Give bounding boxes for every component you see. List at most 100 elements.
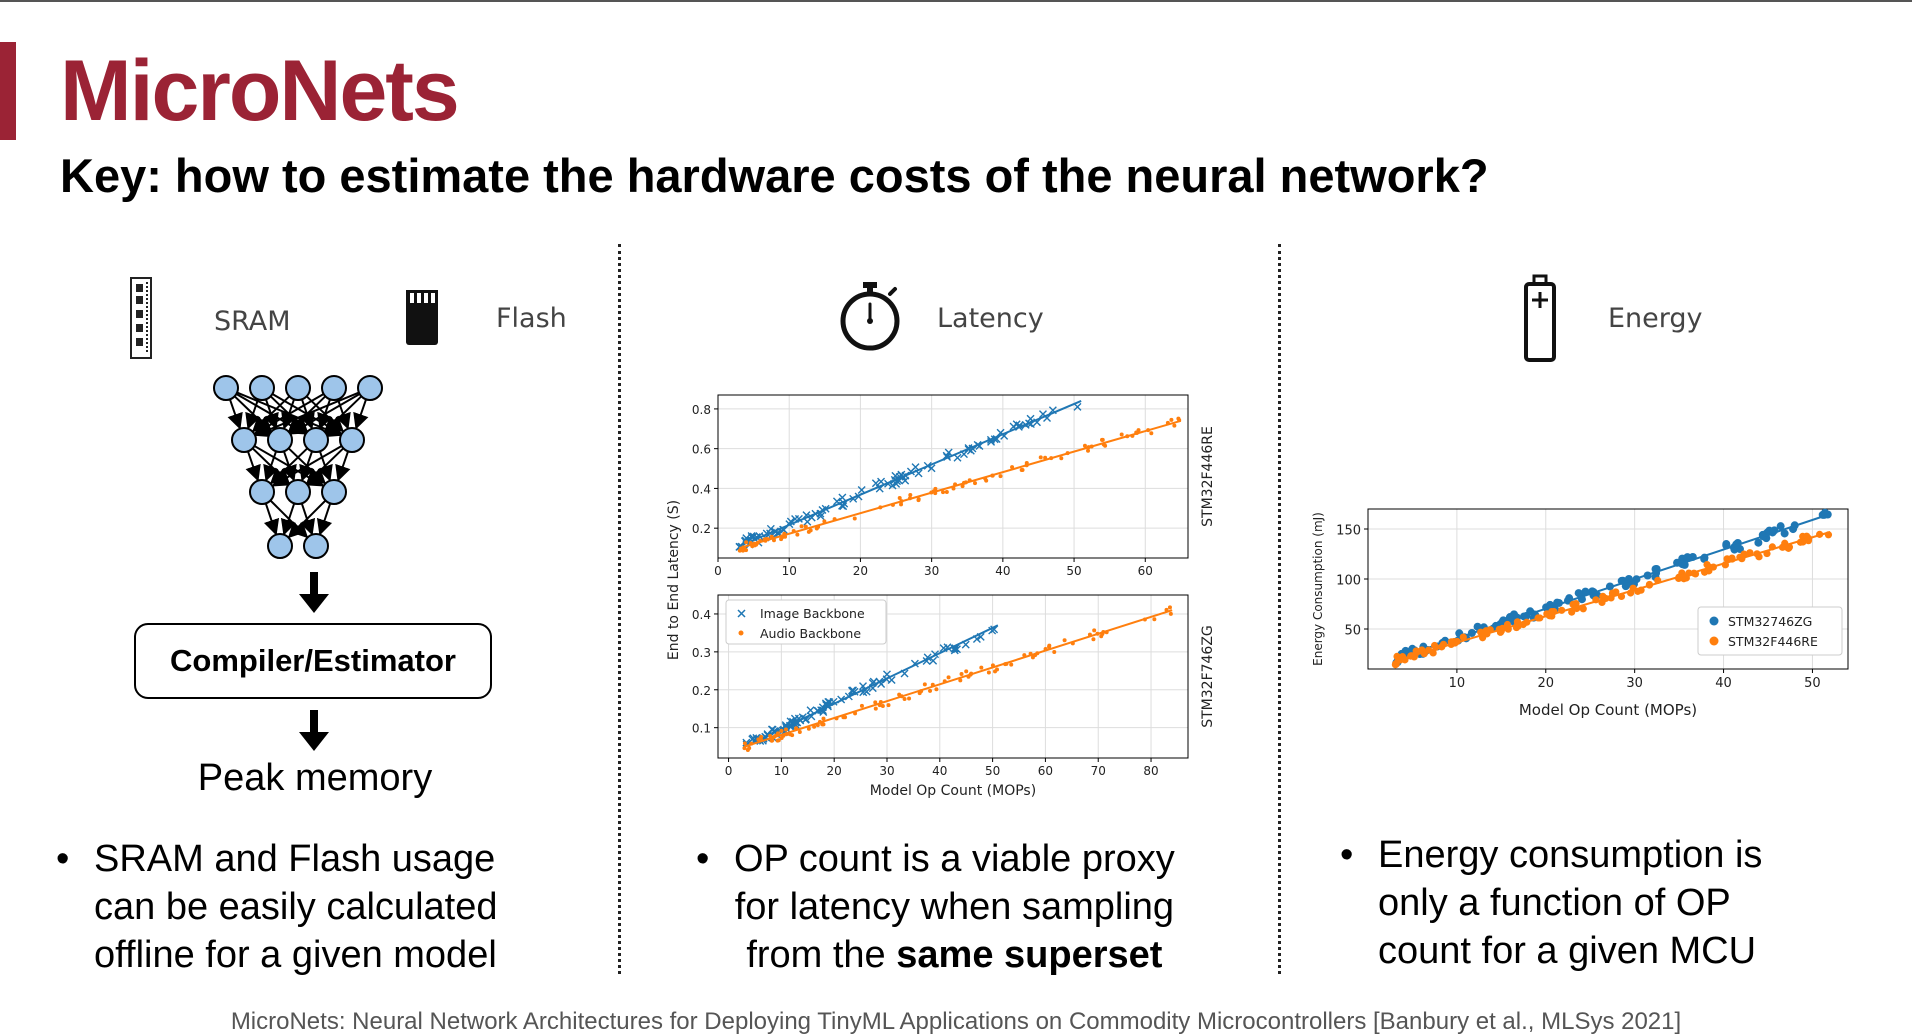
- data-point: [1152, 617, 1157, 622]
- data-point: [803, 524, 808, 529]
- data-point: [901, 476, 910, 485]
- legend-label: Audio Backbone: [760, 626, 861, 641]
- x-tick-label: 60: [1038, 764, 1053, 778]
- latency-bullet-emphasis: same superset: [896, 934, 1163, 976]
- x-tick-label: 40: [1715, 676, 1732, 691]
- y-axis-label: Energy Consumption (mJ): [1311, 512, 1325, 666]
- sram-label: SRAM: [214, 306, 291, 337]
- data-point: [897, 692, 902, 697]
- fit-line: [1394, 531, 1831, 662]
- data-point: [1683, 553, 1692, 562]
- data-point: [1092, 628, 1097, 633]
- x-tick-label: 10: [774, 764, 789, 778]
- data-point: [744, 540, 749, 545]
- neuron-node: [339, 427, 365, 453]
- connection-arrow: [263, 451, 279, 482]
- data-point: [816, 512, 825, 521]
- data-point: [946, 675, 951, 680]
- neuron-node: [303, 427, 329, 453]
- legend-marker: [1709, 616, 1719, 626]
- data-point: [1062, 638, 1067, 643]
- neuron-node: [249, 375, 275, 401]
- connection-arrow: [316, 503, 333, 536]
- x-tick-label: 50: [1804, 676, 1821, 691]
- data-point: [1167, 605, 1172, 610]
- data-point: [1047, 643, 1052, 648]
- data-point: [1038, 455, 1043, 460]
- connection-arrow: [353, 399, 369, 430]
- y-tick-label: 0.8: [692, 403, 711, 417]
- data-point: [960, 484, 965, 489]
- data-point: [1430, 641, 1439, 650]
- neuron-node: [249, 479, 275, 505]
- data-point: [768, 733, 773, 738]
- plot-frame: [1367, 508, 1849, 670]
- data-point: [1703, 560, 1711, 569]
- data-point: [1172, 423, 1177, 428]
- x-tick-label: 70: [1091, 764, 1106, 778]
- data-point: [1459, 633, 1467, 641]
- x-tick-label: 80: [1143, 764, 1158, 778]
- data-point: [742, 741, 747, 746]
- y-tick-label: 100: [1336, 574, 1361, 589]
- x-tick-label: 40: [932, 764, 947, 778]
- neural-network-diagram: [213, 375, 383, 559]
- y-tick-label: 150: [1336, 524, 1361, 539]
- legend-label: Image Backbone: [760, 606, 865, 621]
- neuron-node: [213, 375, 239, 401]
- data-point: [1569, 600, 1577, 608]
- slide-title: MicroNets: [60, 43, 460, 139]
- latency-label: Latency: [937, 303, 1044, 334]
- x-axis-label: Model Op Count (MOPs): [870, 783, 1036, 799]
- data-point: [1059, 456, 1064, 461]
- data-point: [908, 492, 913, 497]
- data-point: [797, 729, 802, 734]
- neuron-node: [267, 533, 293, 559]
- data-point: [916, 497, 921, 502]
- data-point: [1100, 437, 1105, 442]
- data-point: [880, 703, 885, 708]
- x-tick-label: 20: [1538, 676, 1555, 691]
- data-point: [1776, 522, 1785, 531]
- device-label: STM32F746ZG: [1200, 625, 1216, 728]
- legend-box: [725, 599, 887, 645]
- neuron-node: [321, 479, 347, 505]
- data-point: [1579, 605, 1587, 613]
- fit-line: [738, 400, 1082, 547]
- data-point: [907, 696, 912, 701]
- energy-label: Energy: [1608, 303, 1703, 334]
- data-point: [973, 481, 978, 486]
- data-point: [776, 738, 781, 743]
- x-tick-label: 0: [714, 564, 722, 578]
- data-point: [1009, 662, 1014, 667]
- connection-arrow: [271, 445, 343, 487]
- citation: MicroNets: Neural Network Architectures …: [230, 1008, 1682, 1035]
- y-tick-label: 0.3: [692, 646, 711, 660]
- column-divider-right: [1278, 244, 1281, 974]
- data-point: [899, 502, 904, 507]
- plot-frame: [717, 594, 1189, 759]
- data-point: [922, 682, 927, 687]
- x-axis-label: Model Op Count (MOPs): [1519, 701, 1697, 719]
- data-point: [1082, 443, 1087, 448]
- data-point: [964, 669, 969, 674]
- y-tick-label: 50: [1344, 624, 1361, 639]
- x-tick-label: 30: [879, 764, 894, 778]
- x-tick-label: 50: [1066, 564, 1081, 578]
- sd-card-icon: [402, 288, 442, 351]
- connection-arrow: [245, 451, 261, 482]
- legend-label: STM32746ZG: [1728, 614, 1812, 629]
- connection-arrow: [289, 393, 361, 435]
- data-point: [902, 696, 907, 701]
- fit-line: [743, 624, 999, 748]
- legend-marker: [737, 609, 746, 618]
- data-point: [1740, 550, 1748, 558]
- battery-icon: [1522, 274, 1558, 369]
- data-point: [944, 489, 949, 494]
- connection-arrow: [245, 399, 261, 430]
- data-point: [859, 703, 864, 708]
- x-tick-label: 50: [985, 764, 1000, 778]
- neuron-node: [303, 533, 329, 559]
- legend-box: [1697, 606, 1843, 656]
- data-point: [821, 716, 826, 721]
